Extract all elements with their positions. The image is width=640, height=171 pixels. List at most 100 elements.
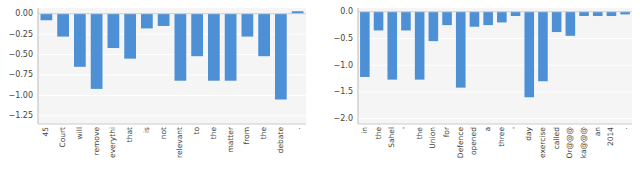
x-tick-label: not bbox=[159, 127, 168, 139]
bar bbox=[57, 14, 69, 37]
zero-line bbox=[38, 13, 306, 14]
bar bbox=[442, 12, 452, 25]
x-tick-label: ' bbox=[401, 127, 410, 129]
x-tick-label: Defence bbox=[456, 127, 465, 159]
x-tick-label: Union bbox=[428, 127, 437, 149]
x-tick-label: a bbox=[483, 127, 492, 132]
x-tick-label: three bbox=[497, 127, 506, 147]
bar bbox=[242, 14, 254, 37]
bars bbox=[360, 12, 630, 98]
x-tick-label: . bbox=[620, 127, 629, 129]
x-tick-label: to bbox=[192, 127, 201, 135]
x-axis-line bbox=[38, 124, 306, 125]
x-tick-label: that bbox=[125, 127, 134, 142]
x-tick-label: 2014 bbox=[606, 127, 615, 146]
x-tick-label: the bbox=[374, 127, 383, 140]
x-tick-label: the bbox=[415, 127, 424, 140]
bar bbox=[538, 12, 548, 81]
x-tick-label: from bbox=[242, 127, 251, 144]
figure: 0.00 −0.25 −0.50 −0.75 −1.00 −1.25 45 Court will… bbox=[0, 0, 640, 171]
bar bbox=[360, 12, 370, 77]
x-tick-label: remove bbox=[92, 127, 101, 156]
bar bbox=[374, 12, 384, 31]
x-tick-label: 45 bbox=[41, 127, 50, 137]
y-axis-line bbox=[38, 8, 39, 124]
y-tick-label: −1.25 bbox=[8, 111, 33, 120]
x-tick-label: in bbox=[360, 127, 369, 134]
x-tick-label: Court bbox=[58, 127, 67, 148]
zero-line bbox=[358, 11, 632, 12]
bar bbox=[429, 12, 439, 41]
x-tick-label: for bbox=[442, 126, 451, 137]
bar bbox=[208, 14, 220, 81]
y-tick-label: 0.0 bbox=[340, 7, 353, 16]
bar bbox=[74, 14, 86, 67]
x-tick-label: ' bbox=[511, 127, 520, 129]
grid-line bbox=[38, 115, 306, 116]
grid-line bbox=[38, 74, 306, 75]
y-tick-label: −1.5 bbox=[334, 87, 353, 96]
bar bbox=[593, 12, 603, 16]
plot-background bbox=[358, 8, 632, 124]
bar bbox=[607, 12, 617, 16]
bar bbox=[552, 12, 562, 32]
x-tick-label: the bbox=[209, 127, 218, 140]
bar bbox=[470, 12, 480, 27]
plot-background bbox=[38, 8, 306, 124]
x-tick-label: will bbox=[75, 127, 84, 139]
panel: 0.00 −0.25 −0.50 −0.75 −1.00 −1.25 45 Court will… bbox=[8, 8, 306, 158]
x-axis-line bbox=[358, 124, 632, 125]
bar bbox=[124, 14, 136, 59]
bars bbox=[41, 11, 304, 99]
y-tick-label: −0.50 bbox=[8, 50, 33, 59]
y-tick-label: −0.75 bbox=[8, 70, 33, 79]
bar bbox=[275, 14, 287, 100]
bar bbox=[524, 12, 534, 98]
x-tick-label: matter bbox=[226, 126, 235, 152]
bar bbox=[258, 14, 270, 56]
bar bbox=[158, 14, 170, 26]
bar bbox=[225, 14, 237, 81]
grid-line bbox=[358, 118, 632, 119]
y-tick-label: −1.00 bbox=[8, 91, 33, 100]
grid-line bbox=[38, 13, 306, 14]
x-tick-label: opened bbox=[469, 127, 478, 155]
bar bbox=[387, 12, 397, 80]
y-tick-label: −2.0 bbox=[334, 114, 353, 123]
x-tick-label: ka@@@ bbox=[579, 127, 588, 158]
x-tick-label: Or@@@ bbox=[565, 127, 574, 159]
grid-line bbox=[358, 65, 632, 66]
y-tick-label: −0.25 bbox=[8, 30, 33, 39]
bar bbox=[415, 12, 425, 80]
grid-line bbox=[358, 38, 632, 39]
bar bbox=[141, 14, 153, 29]
bar bbox=[91, 14, 103, 89]
y-tick-label: 0.00 bbox=[15, 9, 33, 18]
bar bbox=[401, 12, 411, 31]
panel: 0.0−0.5−1.0−1.5−2.0intheSahel'theUnionfo… bbox=[334, 7, 632, 158]
x-tick-label: . bbox=[293, 127, 302, 129]
x-tick-label: Sahel bbox=[387, 127, 396, 148]
x-tick-label: day bbox=[524, 126, 533, 140]
y-tick-label: −0.5 bbox=[334, 34, 353, 43]
bar bbox=[579, 12, 589, 16]
bar bbox=[191, 14, 203, 56]
x-tick-label: the bbox=[259, 127, 268, 140]
bar bbox=[108, 14, 120, 48]
grid-line bbox=[358, 11, 632, 12]
x-tick-label: is bbox=[142, 127, 151, 133]
x-tick-label: exercise bbox=[538, 127, 547, 158]
grid-line bbox=[38, 95, 306, 96]
y-tick-label: −1.0 bbox=[334, 61, 353, 70]
bar bbox=[566, 12, 576, 36]
bar bbox=[483, 12, 493, 25]
grid-line bbox=[358, 91, 632, 92]
x-tick-label: everythi bbox=[108, 127, 117, 158]
x-tick-label: called bbox=[552, 127, 561, 150]
x-tick-label: relevant bbox=[175, 127, 184, 158]
bar bbox=[175, 14, 187, 81]
x-tick-label: debate bbox=[276, 127, 285, 154]
y-axis-line bbox=[358, 8, 359, 124]
bar bbox=[511, 12, 521, 16]
x-tick-label: an bbox=[593, 127, 602, 137]
